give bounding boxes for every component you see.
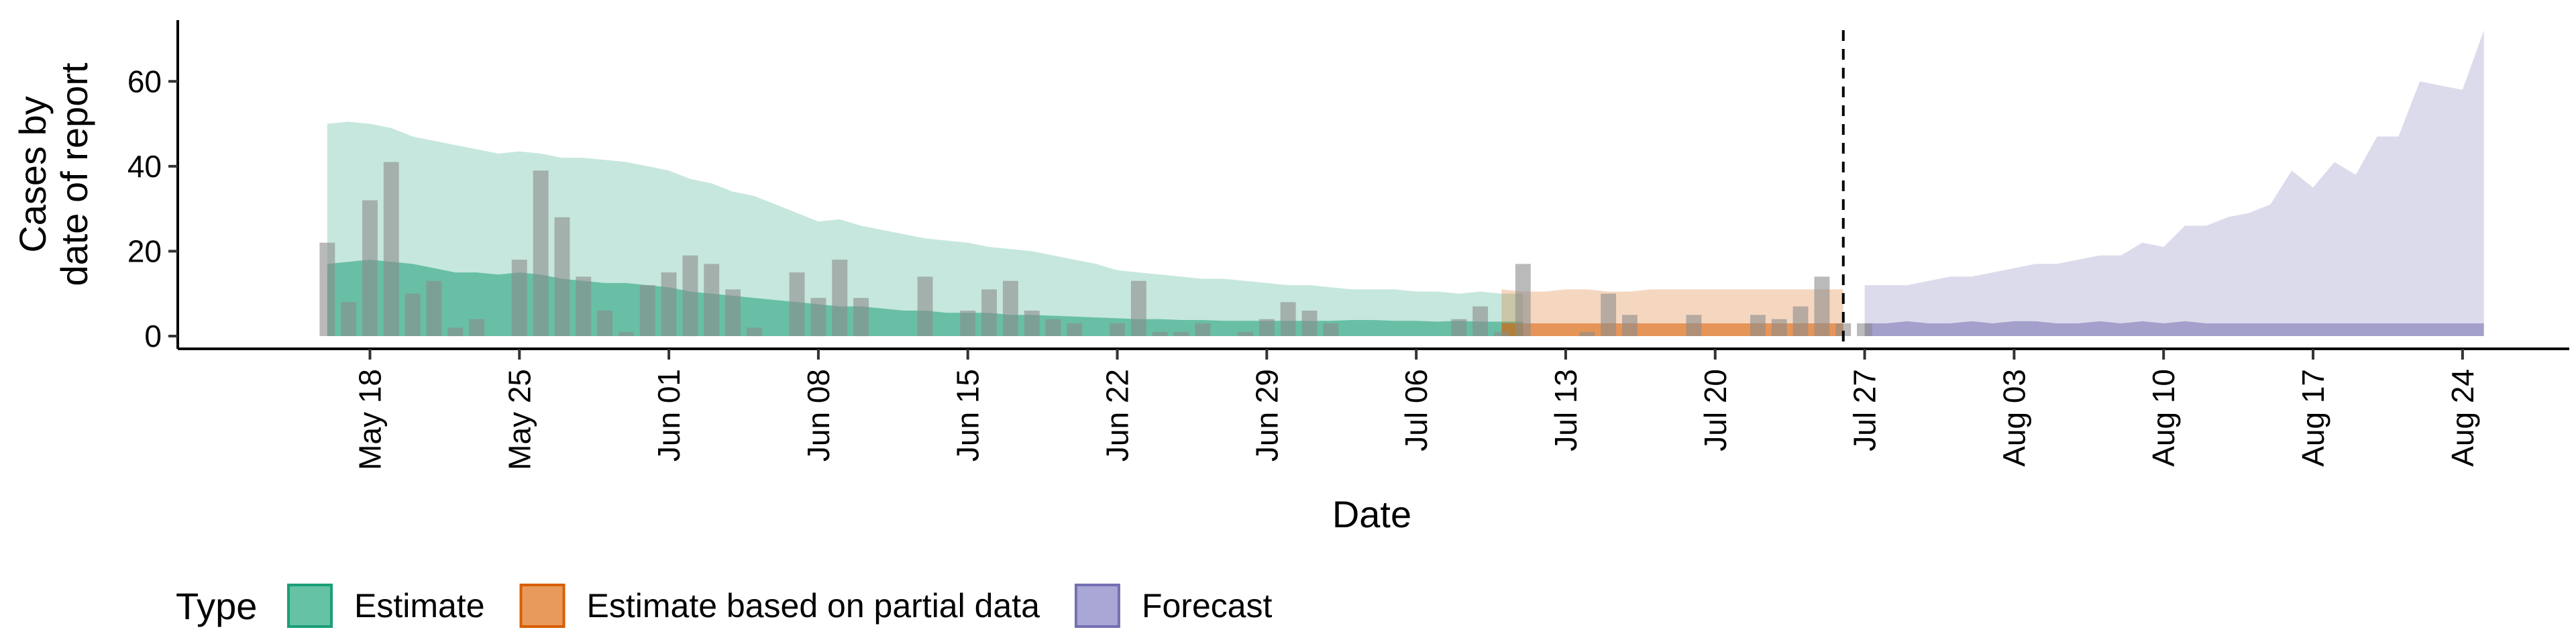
case-bar (447, 327, 464, 337)
case-bar (1067, 323, 1083, 336)
case-bar (1258, 319, 1275, 336)
x-tick-label: Jun 22 (1100, 369, 1135, 462)
y-tick-label: 20 (127, 233, 162, 268)
case-bar (576, 276, 592, 336)
case-bar (469, 319, 485, 336)
legend-label-1: Estimate based on partial data (587, 587, 1040, 625)
bar-layer (319, 162, 1872, 337)
case-bar (725, 289, 741, 336)
legend-label-2: Forecast (1142, 587, 1273, 625)
y-tick-label: 40 (127, 149, 162, 184)
case-bar (661, 272, 677, 336)
case-bar (1857, 323, 1872, 336)
legend-key-2 (1074, 584, 1120, 628)
case-bar (1835, 323, 1851, 336)
legend-label-0: Estimate (354, 587, 485, 625)
x-tick-label: Jun 15 (951, 369, 985, 462)
case-bar (1301, 311, 1318, 336)
case-bar (511, 260, 527, 336)
case-bar (1130, 280, 1146, 336)
case-bar (1814, 276, 1830, 336)
case-bar (1792, 306, 1809, 336)
case-bar (1238, 331, 1253, 336)
y-tick-label: 0 (144, 319, 162, 354)
case-bar (832, 260, 848, 336)
case-bar (533, 170, 549, 336)
case-bar (362, 200, 378, 336)
case-bar (1515, 264, 1531, 336)
x-tick-label: Aug 10 (2146, 369, 2181, 467)
ribbon-outer-2 (1864, 30, 2484, 337)
ribbon-inner-2 (1864, 321, 2484, 336)
legend-key-1 (519, 584, 566, 628)
case-bar (789, 272, 805, 336)
x-tick-label: Jun 08 (801, 369, 836, 462)
case-bar (1579, 331, 1595, 336)
x-tick-label: Jul 20 (1698, 369, 1733, 451)
case-bar (1686, 315, 1702, 336)
case-bar (597, 311, 612, 336)
legend-title: Type (176, 585, 257, 627)
case-bar (1750, 315, 1766, 336)
ribbon-inner-0 (327, 260, 1523, 336)
legend: Type Estimate Estimate based on partial d… (176, 584, 1273, 628)
case-bar (1195, 323, 1211, 336)
case-bar (1323, 323, 1339, 336)
case-bar (1152, 331, 1168, 336)
case-bar (682, 255, 698, 337)
case-bar (704, 264, 720, 336)
case-bar (853, 298, 869, 337)
case-bar (341, 302, 357, 336)
case-bar (1451, 319, 1467, 336)
case-bar (1494, 331, 1509, 336)
case-bar (981, 289, 997, 336)
case-bar (1173, 331, 1189, 336)
axes-layer: 0 20 40 60 May 18 May 25 Jun 01 Jun 08 Jun 15 Jun… (127, 20, 2569, 470)
case-bar (810, 298, 826, 337)
case-bar (639, 285, 655, 336)
area-layer (327, 30, 2484, 337)
case-bar (1045, 319, 1061, 336)
case-bar (1601, 293, 1617, 336)
x-tick-label: May 25 (502, 369, 537, 470)
case-bar (383, 162, 399, 336)
case-bar (1024, 311, 1040, 336)
x-tick-label: Jun 29 (1249, 369, 1284, 462)
x-tick-label: Jun 01 (651, 369, 686, 462)
x-tick-label: Jul 27 (1847, 369, 1882, 451)
case-bar (747, 327, 762, 337)
case-bar (1771, 319, 1787, 336)
case-bar (554, 217, 570, 336)
y-axis-label-line1: Cases by (11, 96, 54, 252)
ribbon-inner-1 (1501, 323, 1843, 336)
x-tick-label: Aug 24 (2445, 369, 2480, 467)
case-bar (1472, 306, 1489, 336)
case-bar (619, 331, 634, 336)
x-tick-label: Jul 13 (1548, 369, 1583, 451)
case-bar (1280, 302, 1296, 336)
case-bar (1622, 315, 1638, 336)
y-axis-label-line2: date of report (53, 62, 95, 286)
legend-items: Estimate Estimate based on partial data Fo… (287, 584, 1273, 628)
ribbon-outer-0 (327, 121, 1523, 336)
case-bar (960, 311, 976, 336)
x-tick-label: Jul 06 (1399, 369, 1434, 451)
y-tick-label: 60 (127, 64, 162, 99)
case-bar (1002, 280, 1018, 336)
legend-key-0 (287, 584, 333, 628)
case-bar (1110, 323, 1125, 336)
case-bar (405, 293, 421, 336)
case-bar (426, 280, 442, 336)
case-bar (319, 242, 335, 336)
x-tick-label: Aug 17 (2296, 369, 2330, 467)
x-tick-label: May 18 (353, 369, 388, 470)
x-tick-label: Aug 03 (1996, 369, 2031, 467)
case-bar (917, 276, 933, 336)
x-axis-label: Date (1332, 493, 1411, 535)
